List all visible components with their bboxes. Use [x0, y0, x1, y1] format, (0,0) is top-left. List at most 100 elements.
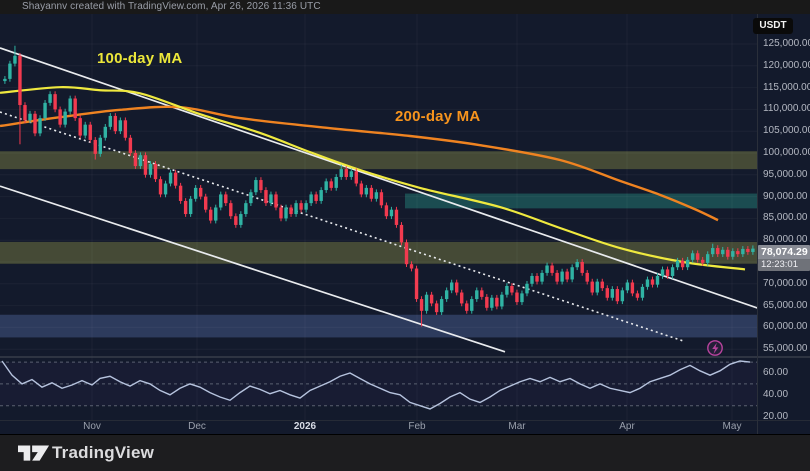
- candle-body: [540, 272, 544, 282]
- candle-body: [73, 98, 77, 119]
- channel-lower-trendline[interactable]: [0, 185, 506, 353]
- candle-body: [505, 285, 509, 295]
- candle-body: [8, 63, 12, 79]
- candle-body: [369, 187, 374, 199]
- candle-body: [404, 242, 409, 265]
- candle-body: [88, 124, 92, 140]
- candle-body: [193, 187, 198, 199]
- tradingview-logo-icon[interactable]: [18, 444, 50, 464]
- rsi-line: [1, 360, 751, 410]
- support-zone-58k-63k: [0, 314, 757, 338]
- candle-body: [204, 196, 208, 210]
- candle-body: [399, 224, 404, 243]
- candle-body: [575, 262, 579, 268]
- ma200-line[interactable]: [0, 105, 719, 222]
- candle-body: [590, 281, 594, 293]
- candle-body: [284, 207, 288, 219]
- candle-body: [535, 275, 539, 282]
- candle-body: [434, 303, 439, 313]
- candle-body: [58, 109, 62, 125]
- candle-body: [379, 192, 384, 206]
- candle-body: [706, 254, 710, 263]
- candle-body: [716, 248, 720, 255]
- candle-body: [83, 124, 87, 136]
- price-tick-95k: 95,000.00: [763, 168, 808, 180]
- time-tick-2026: 2026: [293, 421, 317, 432]
- lightning-icon: [712, 342, 719, 354]
- candle-body: [133, 153, 138, 167]
- time-tick-Apr: Apr: [619, 421, 635, 432]
- rsi-tick-40: 40.00: [763, 388, 789, 400]
- candle-body: [625, 282, 630, 291]
- candle-body: [449, 282, 454, 291]
- candle-body: [359, 183, 364, 195]
- candle-body: [675, 260, 680, 268]
- time-tick-Mar: Mar: [508, 421, 526, 432]
- candle-body: [530, 275, 534, 284]
- candle-body: [188, 198, 193, 215]
- candle-body: [183, 200, 188, 215]
- boost-button[interactable]: [707, 340, 723, 356]
- candle-body: [525, 283, 529, 294]
- candle-body: [329, 181, 333, 188]
- candle-body: [465, 303, 469, 311]
- channel-upper-trendline[interactable]: [0, 47, 758, 309]
- candle-body: [43, 102, 47, 119]
- ma100-line[interactable]: [0, 86, 746, 271]
- candle-body: [726, 249, 730, 257]
- price-tick-105k: 105,000.00: [763, 125, 810, 137]
- price-tick-110k: 110,000.00: [763, 103, 810, 115]
- price-tick-115k: 115,000.00: [763, 81, 810, 93]
- candle-body: [595, 281, 599, 293]
- candle-body: [173, 172, 178, 186]
- candle-body: [429, 294, 434, 304]
- candle-body: [249, 192, 253, 204]
- candles: [3, 45, 755, 327]
- candle-body: [685, 259, 690, 268]
- candle-body: [645, 279, 650, 287]
- candle-body: [455, 282, 459, 293]
- candle-body: [545, 265, 549, 273]
- candle-body: [711, 248, 715, 255]
- candle-body: [349, 171, 353, 177]
- candle-body: [490, 297, 494, 308]
- candle-body: [419, 299, 424, 311]
- candle-body: [690, 253, 695, 260]
- candle-body: [38, 118, 42, 134]
- candle-body: [108, 115, 113, 127]
- candle-body: [480, 290, 484, 297]
- candle-body: [515, 292, 519, 303]
- candle-body: [53, 94, 57, 110]
- candle-body: [695, 253, 700, 260]
- candle-body: [700, 259, 705, 263]
- candle-body: [239, 214, 243, 225]
- candle-body: [630, 282, 635, 294]
- candle-body: [394, 209, 399, 225]
- candle-body: [319, 190, 323, 201]
- candle-body: [414, 268, 419, 300]
- tradingview-wordmark[interactable]: TradingView: [52, 443, 155, 462]
- time-tick-Feb: Feb: [408, 421, 426, 432]
- candle-body: [389, 209, 394, 217]
- candle-body: [610, 289, 615, 298]
- candle-body: [264, 190, 268, 204]
- candle-body: [485, 296, 489, 308]
- rsi-tick-20: 20.00: [763, 410, 789, 422]
- candle-body: [741, 248, 745, 255]
- candle-body: [113, 115, 118, 132]
- channel-midline-dotted[interactable]: [0, 111, 684, 342]
- rsi-pane[interactable]: [0, 360, 757, 410]
- candle-body: [495, 297, 499, 307]
- candle-body: [510, 285, 514, 293]
- price-tick-120k: 120,000.00: [763, 59, 810, 71]
- candle-body: [269, 194, 273, 204]
- candle-body: [670, 267, 675, 276]
- candle-body: [339, 169, 343, 177]
- main-pane[interactable]: [0, 43, 758, 353]
- candle-body: [259, 180, 263, 191]
- candle-body: [138, 155, 143, 167]
- candle-body: [93, 139, 97, 154]
- candle-body: [48, 94, 52, 103]
- candle-body: [620, 290, 625, 302]
